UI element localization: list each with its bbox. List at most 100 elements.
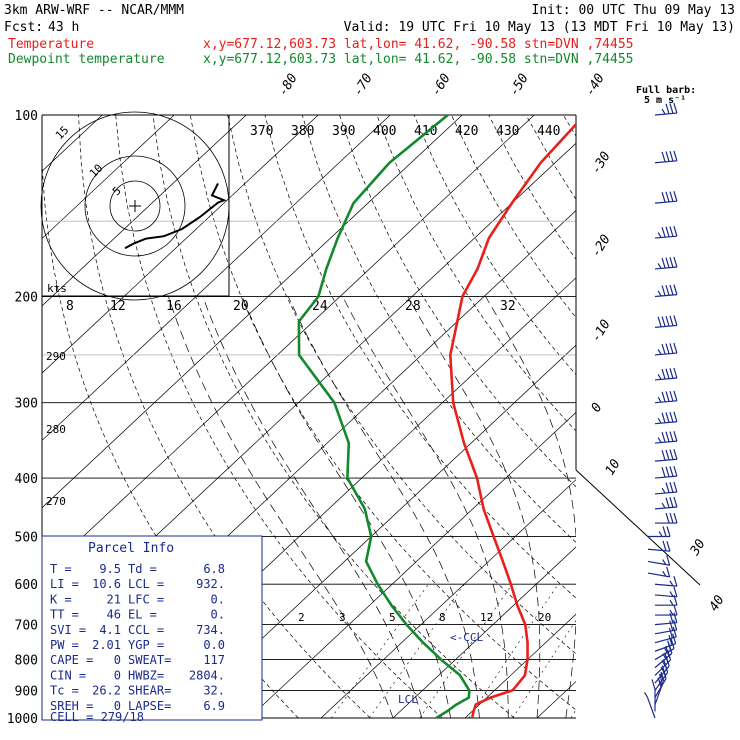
- parcel-value: 0: [114, 699, 121, 713]
- isotherm-line: [42, 115, 175, 240]
- parcel-value: 46: [107, 608, 121, 622]
- wind-barb: [654, 465, 678, 479]
- pressure-label: 100: [15, 109, 38, 124]
- mixing-ratio-label: 24: [312, 299, 328, 314]
- parcel-value: CIN =: [50, 668, 86, 682]
- left-theta-label: 270: [46, 495, 66, 508]
- parcel-value: HWBZ=: [128, 668, 164, 682]
- parcel-value: 0.: [211, 592, 225, 606]
- parcel-info-box: [41, 535, 263, 721]
- parcel-info-rows: T = 9.5 Td = 6.8 LI = 10.6 LCL = 932. K = 21 LFC =…: [50, 562, 225, 713]
- parcel-value: 9.5: [99, 562, 121, 576]
- theta-label: 430: [496, 124, 519, 139]
- parcel-value: 26.2: [92, 684, 121, 698]
- init-time: Init: 00 UTC Thu 09 May 13: [532, 3, 736, 18]
- theta-label: 380: [291, 124, 314, 139]
- parcel-value: Tc =: [50, 684, 79, 698]
- theta-label: 440: [537, 124, 560, 139]
- wind-barb: [654, 496, 678, 510]
- pressure-label: 400: [15, 472, 38, 487]
- lower-mixing-ratio-label: 5: [389, 611, 396, 624]
- isotherm-line: [464, 613, 576, 718]
- isotherm-label: -60: [429, 71, 454, 99]
- dewpoint-location: x,y=677.12,603.73 lat,lon= 41.62, -90.58…: [203, 52, 633, 67]
- isotherm-label: -30: [589, 149, 614, 177]
- wind-barb: [654, 481, 678, 495]
- barb-legend-value: 5 m s⁻¹: [644, 95, 686, 106]
- parcel-value: T =: [50, 562, 72, 576]
- theta-label: 390: [332, 124, 355, 139]
- wind-barb: [654, 284, 678, 298]
- parcel-value: LI =: [50, 577, 79, 591]
- lower-mixing-ratio-label: 3: [339, 611, 346, 624]
- wind-barb: [647, 566, 671, 578]
- parcel-value: 932.: [196, 577, 225, 591]
- mixing-ratio-label: 20: [233, 299, 249, 314]
- dry-adiabat: [227, 115, 576, 655]
- parcel-value: TT =: [50, 608, 79, 622]
- wind-barb: [655, 604, 678, 616]
- isotherm-line: [42, 115, 463, 509]
- left-theta-label: 280: [46, 423, 66, 436]
- dry-adiabat: [525, 115, 576, 200]
- dry-adiabat: [638, 115, 740, 718]
- pressure-label: 200: [15, 291, 38, 306]
- parcel-value: 6.9: [203, 699, 225, 713]
- mixing-ratio-label: 16: [166, 299, 182, 314]
- left-theta-label: 290: [46, 350, 66, 363]
- mixing-ratio-label: 8: [66, 299, 74, 314]
- isotherm-label: -70: [351, 71, 376, 99]
- parcel-info-title: Parcel Info: [88, 541, 174, 556]
- temperature-legend: Temperature: [8, 37, 94, 52]
- isotherm-line: [42, 115, 535, 576]
- isotherm-line: [392, 546, 576, 718]
- parcel-value: EL =: [128, 608, 157, 622]
- pressure-label: 700: [15, 619, 38, 634]
- isotherm-line: [536, 681, 576, 718]
- moist-adiabat: [287, 296, 480, 718]
- parcel-value: 0.: [211, 608, 225, 622]
- parcel-value: Td =: [128, 562, 157, 576]
- parcel-value: SREH =: [50, 699, 93, 713]
- hodo-ring-10: [84, 155, 186, 257]
- isotherm-label: -50: [507, 71, 532, 99]
- dewpoint-profile: [297, 115, 471, 718]
- dry-adiabat: [562, 115, 576, 137]
- isotherm-line: [42, 115, 391, 441]
- wind-barbs: [643, 102, 678, 719]
- theta-label: 400: [373, 124, 396, 139]
- isotherm-label: 40: [707, 593, 728, 614]
- isotherm-label: -10: [589, 317, 614, 345]
- mixing-ratio-label: 12: [110, 299, 126, 314]
- profiles: [297, 115, 576, 718]
- moist-adiabat: [485, 296, 576, 718]
- wind-barb: [654, 191, 678, 204]
- parcel-value: SVI =: [50, 623, 86, 637]
- wind-barb: [654, 367, 678, 381]
- temperature-profile: [449, 122, 576, 718]
- hodo-ring-5: [109, 180, 161, 232]
- parcel-value: 0: [114, 653, 121, 667]
- isotherm-label: 0: [589, 400, 606, 415]
- dry-adiabat: [413, 115, 576, 376]
- isotherm-line: [681, 115, 740, 718]
- parcel-value: YGP =: [128, 638, 164, 652]
- wind-barb: [654, 449, 678, 462]
- lower-mixing-ratio-label: 12: [480, 611, 493, 624]
- parcel-value: 32.: [203, 684, 225, 698]
- lower-mixing-ratio-label: 2: [298, 611, 305, 624]
- wind-barb: [654, 390, 678, 404]
- wind-barb: [654, 225, 678, 239]
- parcel-value: 2804.: [189, 668, 225, 682]
- parcel-value: K =: [50, 592, 72, 606]
- wind-barb: [643, 692, 656, 719]
- parcel-value: 0.0: [203, 638, 225, 652]
- hodo-speed-unit: kts: [47, 282, 67, 295]
- wind-barb: [654, 411, 678, 425]
- wind-barb: [651, 679, 656, 712]
- dry-adiabat: [675, 115, 740, 718]
- isotherm-line: [42, 115, 247, 307]
- mixing-ratio-line: [570, 709, 576, 718]
- valid-time: Valid: 19 UTC Fri 10 May 13 (13 MDT Fri …: [344, 20, 735, 35]
- wind-barb: [647, 540, 671, 552]
